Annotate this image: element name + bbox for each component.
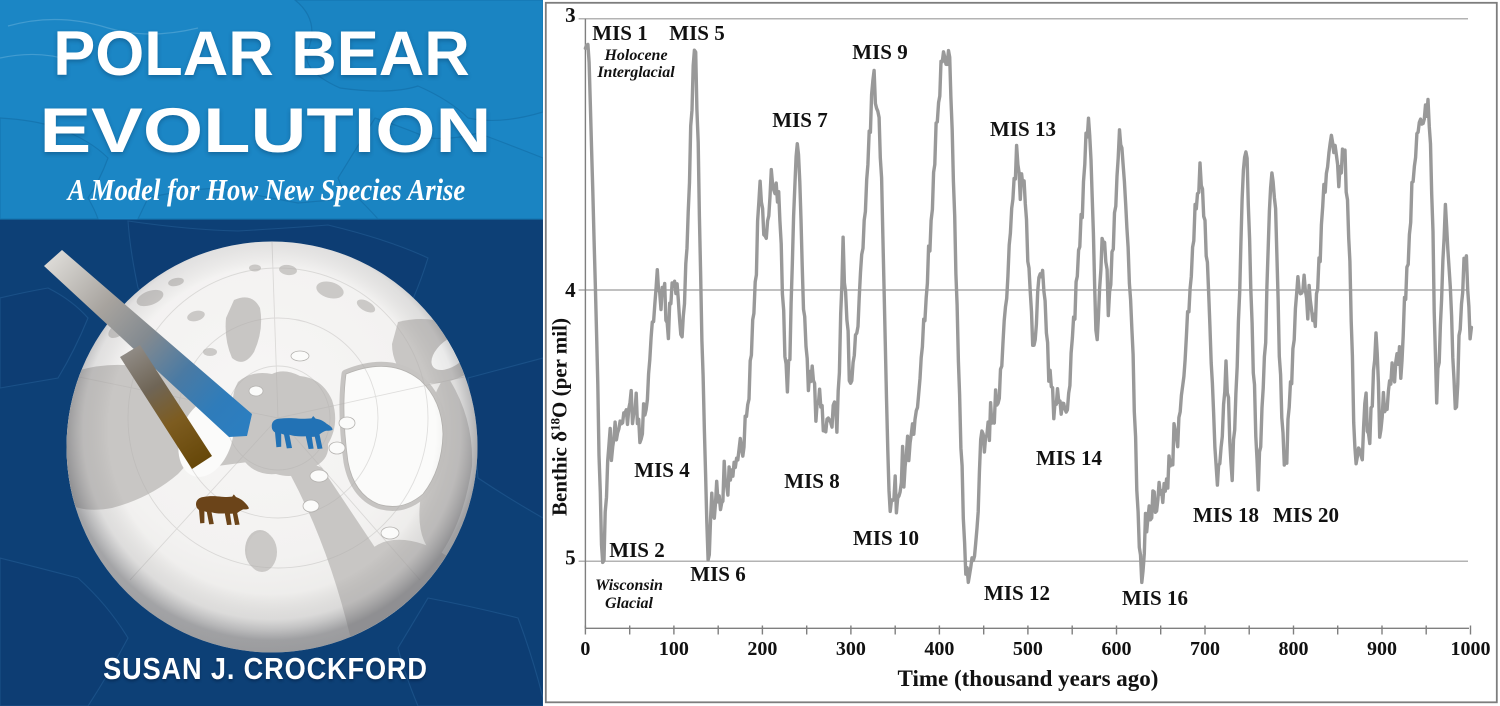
svg-text:700: 700 [1190,638,1220,660]
svg-text:500: 500 [1013,638,1043,660]
svg-text:Holocene: Holocene [603,47,667,64]
svg-text:600: 600 [1102,638,1132,660]
svg-text:MIS 1: MIS 1 [592,21,647,45]
svg-text:MIS 5: MIS 5 [669,21,724,45]
svg-text:MIS 4: MIS 4 [634,458,690,482]
svg-text:MIS 12: MIS 12 [984,581,1050,605]
svg-text:200: 200 [747,638,777,660]
svg-text:100: 100 [659,638,689,660]
svg-text:MIS 2: MIS 2 [609,538,664,562]
svg-text:MIS 14: MIS 14 [1036,446,1102,470]
svg-text:900: 900 [1367,638,1397,660]
svg-text:Wisconsin: Wisconsin [595,577,663,594]
svg-text:MIS 6: MIS 6 [690,562,745,586]
svg-text:MIS 13: MIS 13 [990,117,1056,141]
svg-text:Benthic δ18O (per mil): Benthic δ18O (per mil) [548,318,572,516]
svg-text:1000: 1000 [1451,638,1491,660]
svg-text:Glacial: Glacial [605,595,654,612]
svg-text:0: 0 [580,638,590,660]
svg-text:4: 4 [565,278,576,302]
svg-text:Interglacial: Interglacial [596,64,675,81]
svg-text:300: 300 [836,638,866,660]
svg-text:MIS 20: MIS 20 [1273,503,1339,527]
svg-text:MIS 10: MIS 10 [853,526,919,550]
svg-text:400: 400 [924,638,954,660]
svg-text:800: 800 [1279,638,1309,660]
svg-text:MIS 16: MIS 16 [1122,586,1188,610]
svg-text:5: 5 [565,546,576,570]
svg-text:Time (thousand years ago): Time (thousand years ago) [898,666,1159,691]
svg-text:MIS 18: MIS 18 [1193,503,1259,527]
svg-text:MIS 7: MIS 7 [772,108,827,132]
svg-text:MIS 8: MIS 8 [784,469,839,493]
svg-text:MIS 9: MIS 9 [852,40,907,64]
svg-text:3: 3 [565,3,576,27]
